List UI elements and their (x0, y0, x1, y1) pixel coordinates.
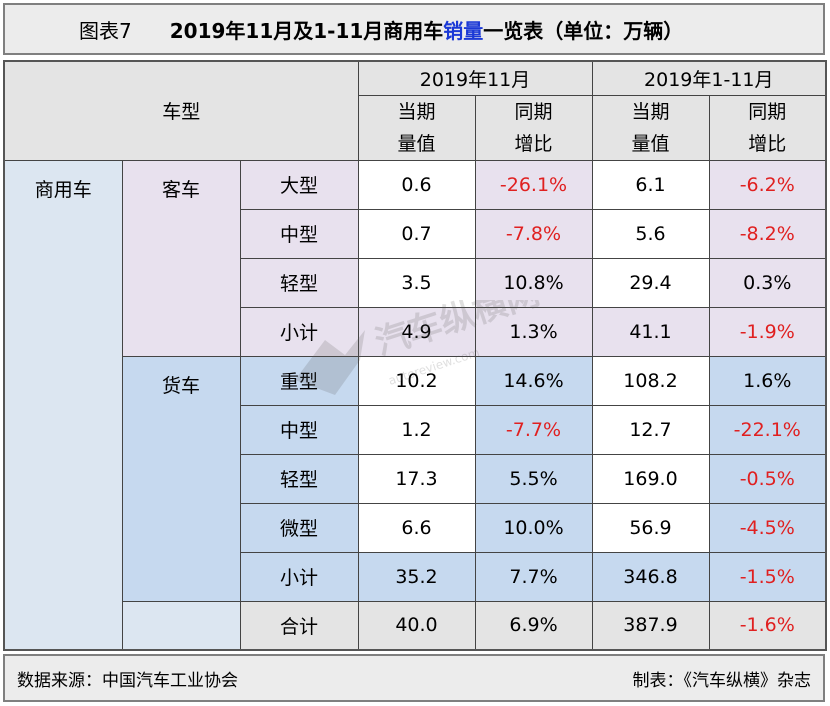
month-value: 3.5 (357, 257, 476, 308)
table-row: 轻型 17.3 5.5% 169.0 -0.5% (4, 453, 827, 504)
header-line: 量值 (631, 132, 670, 155)
subtotal-label: 小计 (239, 306, 359, 357)
header-vehicle-type: 车型 (3, 60, 359, 161)
month-yoy: 10.0% (474, 502, 593, 553)
ytd-value: 12.7 (591, 404, 710, 455)
header-line: 同期 (748, 100, 787, 123)
row-type: 大型 (239, 159, 359, 210)
month-yoy: 6.9% (474, 600, 593, 651)
ytd-value: 56.9 (591, 502, 710, 553)
ytd-yoy: -4.5% (708, 502, 827, 553)
category-cell: 商用车 (3, 159, 123, 651)
subtotal-label: 小计 (239, 551, 359, 602)
header-line: 增比 (514, 132, 553, 155)
title-suffix: 一览表（单位：万辆） (483, 18, 684, 43)
header-month-yoy: 同期 增比 (474, 94, 593, 161)
title-prefix: 2019年11月及1-11月商用车 (169, 18, 444, 43)
row-type: 中型 (239, 404, 359, 455)
table-row: 中型 1.2 -7.7% 12.7 -22.1% (4, 404, 827, 455)
month-value: 17.3 (357, 453, 476, 504)
table-row: 中型 0.7 -7.8% 5.6 -8.2% (4, 208, 827, 259)
month-value: 6.6 (357, 502, 476, 553)
month-value: 40.0 (357, 600, 476, 651)
sales-table: 车型 2019年11月 2019年1-11月 当期量值 同期增比 当期量值 同期… (3, 60, 828, 651)
total-row: 合计 40.0 6.9% 387.9 -1.6% (4, 600, 827, 651)
figure-label: 图表7 (79, 18, 132, 43)
ytd-value: 6.1 (591, 159, 710, 210)
ytd-yoy: 0.3% (708, 257, 827, 308)
row-type: 轻型 (239, 453, 359, 504)
ytd-yoy: -0.5% (708, 453, 827, 504)
row-type: 中型 (239, 208, 359, 259)
month-value: 0.7 (357, 208, 476, 259)
title-highlight: 销量 (443, 18, 484, 43)
month-yoy: -26.1% (474, 159, 593, 210)
ytd-value: 5.6 (591, 208, 710, 259)
ytd-value: 108.2 (591, 355, 710, 406)
total-spacer (121, 601, 241, 651)
ytd-yoy: -22.1% (708, 404, 827, 455)
month-yoy: -7.8% (474, 208, 593, 259)
header-period-ytd: 2019年1-11月 (591, 60, 827, 96)
month-value: 35.2 (357, 551, 476, 602)
table-row: 商用车 客车 大型 0.6 -26.1% 6.1 -6.2% (3, 159, 827, 651)
table-title: 2019年11月及1-11月商用车销量一览表（单位：万辆） (170, 15, 684, 44)
table-row: 微型 6.6 10.0% 56.9 -4.5% (4, 502, 827, 553)
row-type: 微型 (239, 502, 359, 553)
title-bar: 图表7 2019年11月及1-11月商用车销量一览表（单位：万辆） (3, 3, 825, 55)
header-month-value: 当期 量值 (357, 94, 476, 161)
month-yoy: -7.7% (474, 404, 593, 455)
ytd-value: 169.0 (591, 453, 710, 504)
header-row-metrics: 当期量值 同期增比 当期量值 同期增比 (4, 94, 827, 161)
group-truck: 货车 (121, 355, 241, 602)
month-yoy: 7.7% (474, 551, 593, 602)
header-ytd-value: 当期 量值 (591, 94, 710, 161)
table-credit: 制表：《汽车纵横》杂志 (632, 670, 812, 691)
ytd-value: 41.1 (591, 306, 710, 357)
group-bus: 客车 (121, 159, 241, 357)
header-line: 当期 (397, 100, 436, 123)
ytd-yoy: -6.2% (708, 159, 827, 210)
header-line: 增比 (748, 132, 787, 155)
footer: 数据来源：中国汽车工业协会 制表：《汽车纵横》杂志 (3, 654, 825, 702)
total-label: 合计 (239, 600, 359, 651)
header-line: 量值 (397, 132, 436, 155)
month-yoy: 5.5% (474, 453, 593, 504)
month-yoy: 1.3% (474, 306, 593, 357)
month-value: 0.6 (357, 159, 476, 210)
month-value: 4.9 (357, 306, 476, 357)
ytd-yoy: -1.9% (708, 306, 827, 357)
ytd-value: 29.4 (591, 257, 710, 308)
header-line: 当期 (631, 100, 670, 123)
header-ytd-yoy: 同期 增比 (708, 94, 827, 161)
month-yoy: 10.8% (474, 257, 593, 308)
month-value: 10.2 (357, 355, 476, 406)
ytd-yoy: -1.6% (708, 600, 827, 651)
header-period-month: 2019年11月 (357, 60, 593, 96)
ytd-yoy: 1.6% (708, 355, 827, 406)
header-row-periods: 车型 2019年11月 2019年1-11月 (3, 60, 827, 161)
row-type: 轻型 (239, 257, 359, 308)
ytd-yoy: -1.5% (708, 551, 827, 602)
header-line: 同期 (514, 100, 553, 123)
ytd-value: 346.8 (591, 551, 710, 602)
table-row: 轻型 3.5 10.8% 29.4 0.3% (4, 257, 827, 308)
ytd-yoy: -8.2% (708, 208, 827, 259)
table-row: 货车 重型 10.2 14.6% 108.2 1.6% (4, 355, 827, 602)
subtotal-row: 小计 4.9 1.3% 41.1 -1.9% (4, 306, 827, 357)
data-source: 数据来源：中国汽车工业协会 (17, 670, 238, 691)
row-type: 重型 (239, 355, 359, 406)
month-value: 1.2 (357, 404, 476, 455)
month-yoy: 14.6% (474, 355, 593, 406)
ytd-value: 387.9 (591, 600, 710, 651)
